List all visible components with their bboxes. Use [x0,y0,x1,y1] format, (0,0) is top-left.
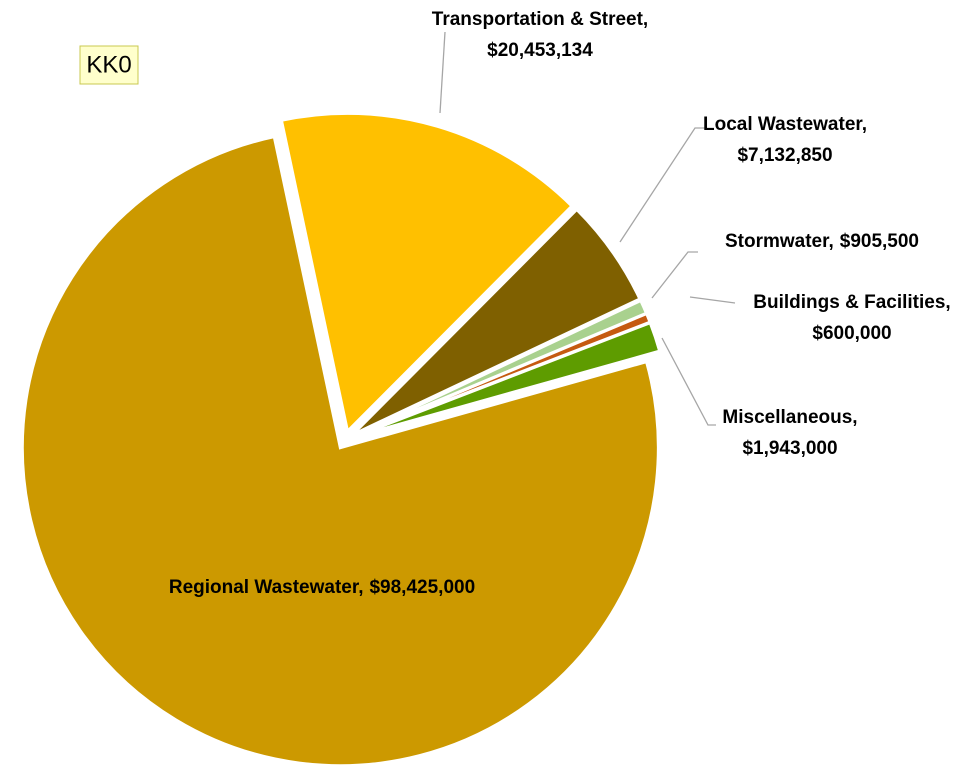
pie-slice [279,111,575,435]
annotation: KK0 [86,51,131,78]
slice-label: Buildings & Facilities, [753,292,950,313]
leader-line [651,251,698,299]
slice-value: $98,425,000 [369,577,475,598]
slice-label-line: Stormwater, $905,500 [725,231,919,252]
pie-slice [20,134,660,768]
annotation-box [79,45,139,85]
leader-line [439,31,446,114]
leader-line [689,296,736,304]
slice-value: $20,453,134 [487,40,593,61]
slice-label-line: Regional Wastewater, $98,425,000 [169,577,475,598]
slice-value: $600,000 [812,323,891,344]
slices [20,111,662,768]
leader-line [619,127,705,243]
pie-slice [351,207,642,437]
slice-label: Local Wastewater, [703,114,867,135]
pie-slice [352,320,662,439]
slice-label: Miscellaneous, [722,407,857,428]
slice-value: $1,943,000 [742,438,837,459]
slice-label: Transportation & Street, [432,9,648,30]
slice-label: Regional Wastewater, [169,577,364,598]
slice-label: Stormwater, [725,231,834,252]
leader-line [661,337,716,426]
slice-value: $7,132,850 [737,145,832,166]
slice-value: $905,500 [840,231,919,252]
